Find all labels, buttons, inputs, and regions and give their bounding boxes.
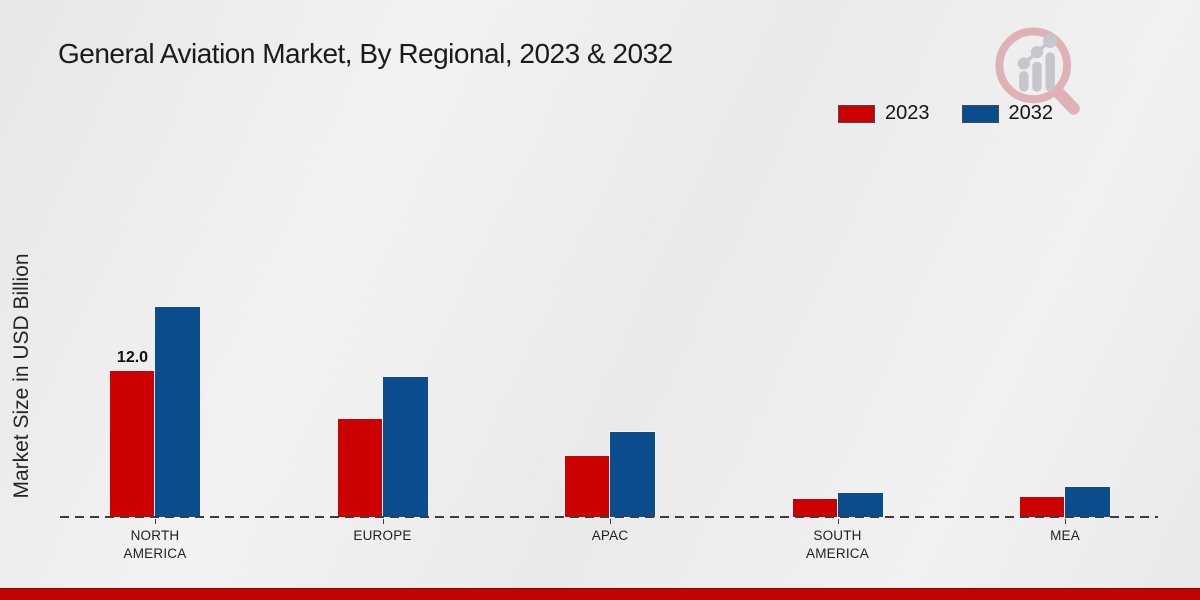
- data-label-2023-north-america: 12.0: [116, 348, 149, 366]
- y-axis-label: Market Size in USD Billion: [10, 253, 33, 499]
- bar-2023-north-america: [109, 369, 156, 519]
- footer-bar: [0, 588, 1200, 600]
- plot-area: NORTH AMERICA EUROPE APAC SOUTH AMERICA MEA 1…: [60, 0, 1158, 561]
- x-tick-apac: [610, 519, 611, 524]
- bar-2032-apac: [609, 430, 656, 519]
- legend-label-2023: 2023: [885, 102, 930, 124]
- x-label-north-america: NORTH AMERICA: [123, 528, 187, 562]
- x-label-apac: APAC: [591, 528, 629, 543]
- legend-label-2032: 2032: [1008, 102, 1054, 124]
- x-tick-mea: [1065, 519, 1066, 524]
- bar-2023-south-america: [791, 497, 839, 519]
- x-label-europe: EUROPE: [353, 528, 412, 543]
- x-label-south-america: SOUTH AMERICA: [806, 528, 869, 562]
- bar-2023-mea: [1019, 496, 1066, 518]
- x-axis-line: [60, 516, 1158, 518]
- x-tick-europe: [382, 519, 384, 524]
- bar-2032-south-america: [836, 491, 884, 519]
- bar-2032-mea: [1064, 485, 1111, 518]
- legend-swatch-2032: [961, 104, 999, 123]
- legend-item-2032: 2032: [961, 102, 1054, 125]
- bar-2023-apac: [564, 455, 611, 518]
- x-tick-south-america: [837, 519, 839, 524]
- chart-title: General Aviation Market, By Regional, 20…: [58, 38, 673, 69]
- legend: 2023 2032: [838, 102, 1053, 125]
- bar-2032-europe: [381, 375, 429, 519]
- x-label-mea: MEA: [1050, 528, 1080, 543]
- bar-2023-europe: [336, 418, 384, 518]
- bar-2032-north-america: [154, 306, 201, 518]
- x-tick-north-america: [155, 519, 156, 524]
- legend-item-2023: 2023: [838, 102, 930, 125]
- legend-swatch-2023: [838, 104, 875, 123]
- brand-logo-icon: [995, 27, 1080, 115]
